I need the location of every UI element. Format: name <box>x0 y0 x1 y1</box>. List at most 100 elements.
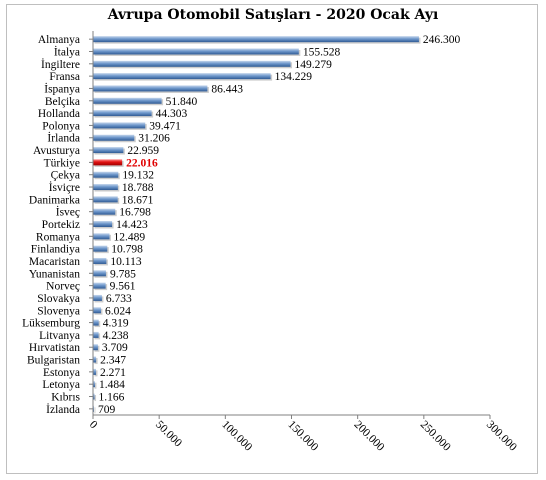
bar <box>93 134 135 141</box>
bar <box>93 122 146 129</box>
bar <box>93 196 118 203</box>
value-label: 18.671 <box>122 194 154 206</box>
category-label: Türkiye <box>44 157 80 169</box>
bar-shadow <box>94 407 96 414</box>
value-label: 6.733 <box>106 293 132 305</box>
value-label: 1.484 <box>99 379 125 391</box>
value-label: 134.229 <box>275 71 313 83</box>
value-label: 51.840 <box>166 96 198 108</box>
bar <box>93 344 98 351</box>
bar <box>93 381 95 388</box>
x-tick-label: 150.000 <box>285 419 320 454</box>
category-label: Belçika <box>45 96 80 108</box>
bar <box>93 319 99 326</box>
bar <box>93 97 162 104</box>
value-label: 22.959 <box>127 145 159 157</box>
category-label: İrlanda <box>47 131 80 145</box>
value-label: 2.271 <box>100 367 126 379</box>
value-label: 1.166 <box>99 392 125 404</box>
value-label: 12.489 <box>114 231 146 243</box>
bar <box>93 36 419 43</box>
category-label: Hırvatistan <box>29 342 80 354</box>
bar-shadow <box>94 382 97 389</box>
bar <box>93 73 271 80</box>
bar <box>93 307 101 314</box>
x-tick-label: 250.000 <box>418 419 453 454</box>
bar <box>93 60 291 67</box>
x-tick-label: 100.000 <box>219 419 254 454</box>
category-label: İsveç <box>56 205 80 219</box>
value-label: 31.206 <box>138 133 170 145</box>
category-label: Kıbrıs <box>51 392 80 404</box>
bar <box>93 331 99 338</box>
category-label: Hollanda <box>38 108 80 120</box>
category-label: Fransa <box>49 71 80 83</box>
value-label: 22.016 <box>126 157 158 169</box>
category-label: İsviçre <box>49 180 80 194</box>
value-label: 86.443 <box>211 83 243 95</box>
value-label: 155.528 <box>303 46 341 58</box>
bar-shadow <box>94 395 97 402</box>
x-tick-label: 0 <box>87 419 100 432</box>
bar <box>93 110 152 117</box>
value-label: 19.132 <box>122 170 154 182</box>
category-label: İspanya <box>44 81 80 95</box>
value-label: 10.113 <box>110 256 141 268</box>
category-label: Polonya <box>42 120 80 132</box>
bar <box>93 221 113 227</box>
value-label: 149.279 <box>295 59 333 71</box>
bar <box>93 245 108 252</box>
category-label: Bulgaristan <box>27 355 80 367</box>
category-label: Yunanistan <box>29 268 80 280</box>
bar <box>93 393 95 400</box>
category-label: Letonya <box>42 379 80 391</box>
bar <box>93 171 119 178</box>
category-label: Slovenya <box>37 305 80 317</box>
category-label: Estonya <box>43 367 80 379</box>
category-label: İngiltere <box>41 57 80 71</box>
bar <box>93 368 97 375</box>
category-label: Finlandiya <box>31 244 80 256</box>
bar <box>93 356 97 363</box>
category-label: Litvanya <box>39 330 80 342</box>
category-label: Portekiz <box>42 219 80 231</box>
value-label: 3.709 <box>102 342 128 354</box>
bar <box>93 257 107 264</box>
chart-title: Avrupa Otomobil Satışları - 2020 Ocak Ay… <box>107 7 439 23</box>
category-label: Slovakya <box>37 293 80 305</box>
category-label: Romanya <box>36 231 80 243</box>
category-label: Lüksemburg <box>22 318 80 330</box>
value-label: 39.471 <box>149 120 181 132</box>
category-label: Danimarka <box>29 194 80 206</box>
bar <box>93 85 208 92</box>
category-label: Almanya <box>38 34 80 46</box>
bar <box>93 147 124 154</box>
category-label: İzlanda <box>46 402 80 416</box>
x-tick-label: 300.000 <box>484 419 519 454</box>
value-label: 4.238 <box>103 330 129 342</box>
value-label: 44.303 <box>156 108 188 120</box>
value-label: 9.785 <box>110 268 136 280</box>
bar <box>93 159 123 166</box>
value-label: 6.024 <box>105 305 131 317</box>
value-label: 18.788 <box>122 182 154 194</box>
value-label: 9.561 <box>110 281 136 293</box>
bar <box>93 282 106 289</box>
category-label: Avusturya <box>33 145 80 157</box>
x-tick-label: 50.000 <box>153 419 184 450</box>
bar <box>93 270 106 277</box>
value-label: 246.300 <box>423 34 461 46</box>
x-tick-label: 200.000 <box>352 419 387 454</box>
category-label: Macaristan <box>29 256 80 268</box>
value-label: 14.423 <box>116 219 148 231</box>
value-label: 10.798 <box>111 244 143 256</box>
bar <box>93 48 299 55</box>
category-label: İtalya <box>54 44 80 58</box>
bar <box>93 184 118 191</box>
bar <box>93 208 116 215</box>
value-label: 709 <box>98 404 116 416</box>
value-label: 16.798 <box>119 207 151 219</box>
bar <box>93 294 102 301</box>
category-label: Norveç <box>46 281 80 293</box>
